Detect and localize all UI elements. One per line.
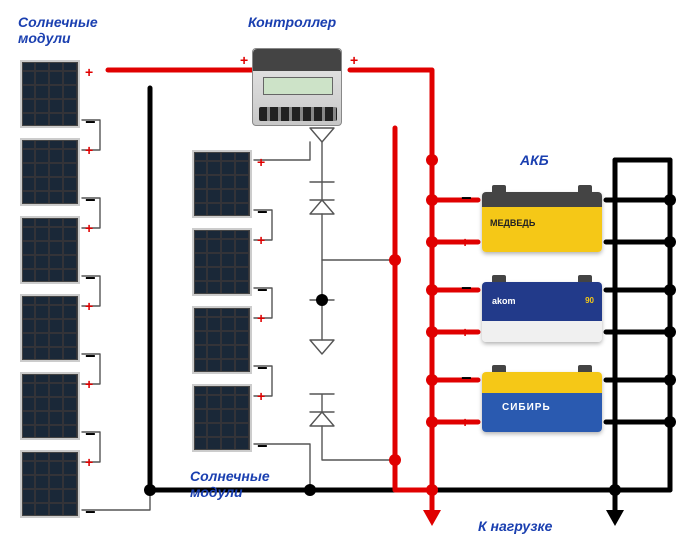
label-battery: АКБ <box>520 152 549 168</box>
polarity-mark: − <box>85 424 96 445</box>
solar-panel-right <box>192 150 252 218</box>
polarity-mark: + <box>85 454 93 470</box>
solar-panel-left <box>20 138 80 206</box>
label-controller: Контроллер <box>248 14 336 30</box>
polarity-mark: + <box>85 376 93 392</box>
label-panels-left: Солнечные модули <box>18 14 98 46</box>
charge-controller <box>252 48 342 126</box>
polarity-mark: + <box>257 232 265 248</box>
polarity-mark: − <box>461 188 472 209</box>
polarity-mark: + <box>240 52 248 68</box>
polarity-mark: − <box>257 202 268 223</box>
polarity-mark: − <box>85 112 96 133</box>
solar-panel-right <box>192 228 252 296</box>
solar-panel-right <box>192 306 252 374</box>
polarity-mark: − <box>257 436 268 457</box>
polarity-mark: + <box>257 310 265 326</box>
solar-panel-left <box>20 372 80 440</box>
label-panels-right: Солнечные модули <box>190 468 270 500</box>
solar-panel-left <box>20 294 80 362</box>
polarity-mark: − <box>461 278 472 299</box>
polarity-mark: + <box>461 324 469 340</box>
polarity-mark: − <box>461 368 472 389</box>
solar-panel-left <box>20 450 80 518</box>
battery-2: akom90 <box>482 282 602 342</box>
polarity-mark: + <box>85 142 93 158</box>
polarity-mark: − <box>85 268 96 289</box>
polarity-mark: + <box>257 388 265 404</box>
battery-3: СИБИРЬ <box>482 372 602 432</box>
polarity-mark: + <box>85 220 93 236</box>
solar-panel-left <box>20 60 80 128</box>
solar-panel-left <box>20 216 80 284</box>
label-load: К нагрузке <box>478 518 552 534</box>
polarity-mark: − <box>85 346 96 367</box>
polarity-mark: − <box>85 190 96 211</box>
polarity-mark: + <box>257 154 265 170</box>
polarity-mark: − <box>257 280 268 301</box>
solar-panel-right <box>192 384 252 452</box>
polarity-mark: + <box>350 52 358 68</box>
polarity-mark: + <box>461 234 469 250</box>
polarity-mark: − <box>85 502 96 523</box>
polarity-mark: − <box>257 358 268 379</box>
polarity-mark: + <box>85 64 93 80</box>
battery-1: МЕДВЕДЬ <box>482 192 602 252</box>
polarity-mark: + <box>85 298 93 314</box>
polarity-mark: + <box>461 414 469 430</box>
